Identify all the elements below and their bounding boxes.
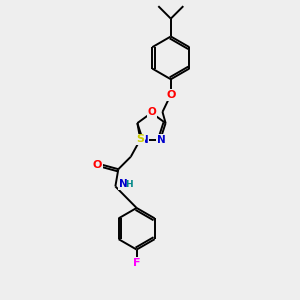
Text: N: N — [140, 135, 148, 145]
Text: F: F — [133, 258, 140, 268]
Text: H: H — [125, 179, 133, 188]
Text: O: O — [148, 107, 157, 117]
Text: S: S — [136, 134, 144, 145]
Text: N: N — [119, 179, 128, 189]
Text: N: N — [157, 135, 166, 145]
Text: O: O — [93, 160, 102, 170]
Text: O: O — [166, 90, 176, 100]
